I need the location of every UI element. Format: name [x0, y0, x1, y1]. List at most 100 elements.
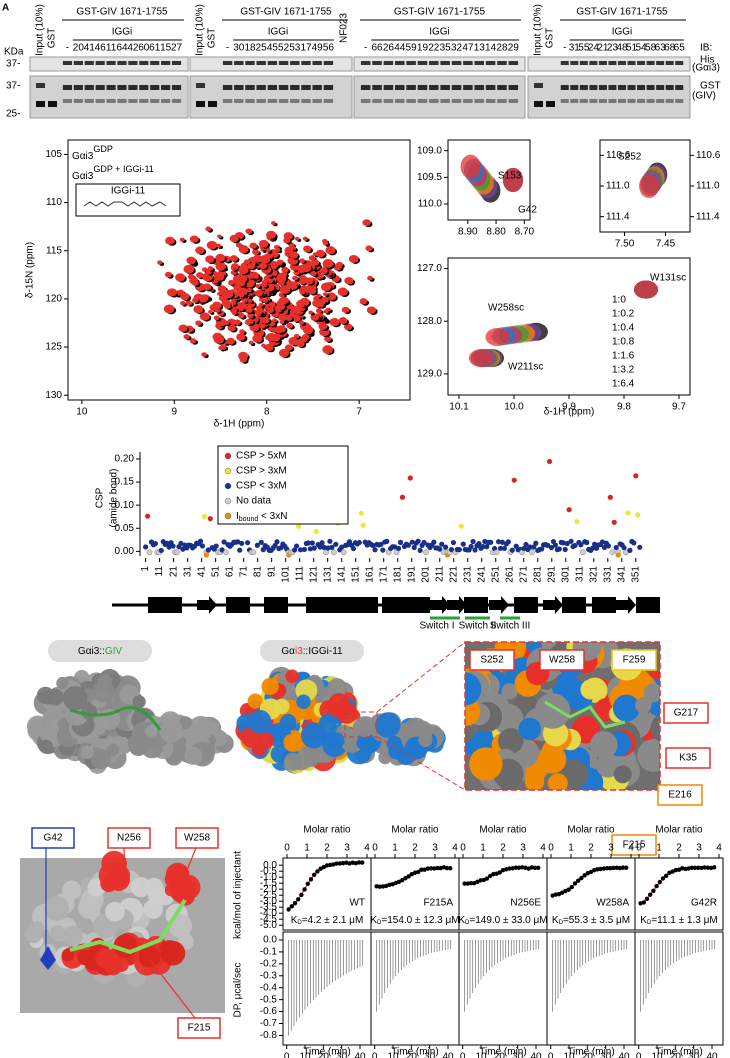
band: [417, 99, 428, 103]
csp-dot: [625, 510, 631, 516]
residue-label: S252: [480, 655, 504, 666]
csp-dot: [437, 546, 443, 552]
tick-label: 10: [299, 1052, 311, 1058]
csp-dot: [325, 545, 331, 551]
pill: [260, 640, 364, 662]
tick-label: 101: [280, 566, 291, 583]
label-part: GDP + IGGi-11: [93, 164, 153, 174]
itc-point: [416, 869, 421, 875]
titration-peak: [485, 328, 510, 347]
tick-label: 10: [387, 1052, 399, 1058]
lane-label: 21: [597, 43, 609, 54]
tick-label: 40: [706, 1052, 718, 1058]
csp-dot: [305, 540, 311, 546]
band: [161, 99, 171, 103]
peak: [189, 338, 197, 344]
band: [429, 61, 439, 65]
surface: [613, 765, 632, 784]
lane-label: 48: [616, 43, 628, 54]
tick-label: 0: [460, 1052, 466, 1058]
tick-label: -0.4: [260, 982, 278, 993]
legend-label: CSP > 5xM: [236, 451, 287, 462]
csp-dot: [321, 544, 327, 550]
lane-label: 17: [300, 43, 312, 54]
band: [301, 99, 311, 103]
peak: [366, 306, 377, 314]
peak: [195, 246, 205, 255]
peak-label: W258sc: [488, 303, 524, 314]
peak: [157, 260, 163, 265]
csp-dot: [350, 545, 357, 552]
ratio-label: 1:1.6: [612, 351, 635, 362]
tick-label: 1: [304, 843, 310, 854]
band: [508, 99, 519, 103]
band: [406, 61, 416, 65]
peak: [292, 275, 298, 281]
x-axis-label: Time (min): [391, 1047, 438, 1058]
kd-label: KD=4.2 ± 2.1 μM: [291, 915, 364, 926]
label-part: < 3xN: [258, 511, 287, 522]
band: [84, 85, 94, 90]
itc-point: [696, 865, 701, 870]
tick-label: 2: [676, 843, 682, 854]
blot-top: [353, 56, 526, 72]
itc-point: [478, 878, 483, 883]
band: [463, 61, 473, 65]
tick-label: 0.20: [115, 454, 135, 465]
peak: [311, 259, 320, 266]
csp-dot: [607, 494, 613, 500]
compound-box: [75, 183, 181, 217]
mutant-label: F215A: [424, 898, 454, 909]
band: [62, 61, 73, 65]
tick-label: 321: [588, 566, 599, 583]
band: [429, 85, 439, 90]
itc-point: [305, 881, 310, 887]
band: [646, 61, 655, 65]
peak: [230, 263, 240, 270]
csp-dot: [544, 542, 551, 548]
strand: [616, 596, 636, 614]
band: [579, 61, 588, 65]
surface: [465, 725, 474, 745]
band: [36, 101, 45, 107]
ligand: [69, 706, 162, 731]
csp-dot: [207, 516, 213, 522]
label-part: D: [377, 920, 382, 926]
residue-box: [175, 827, 219, 849]
marker-label: 37-: [6, 81, 20, 92]
residue-box: [611, 649, 657, 671]
block-title: GST-GIV 1671-1755: [394, 7, 486, 18]
lane-label: 49: [312, 43, 324, 54]
band: [360, 61, 371, 65]
tick-label: 0: [372, 1052, 378, 1058]
peak: [205, 255, 215, 264]
itc-point: [497, 870, 502, 875]
element-label: β6: [620, 600, 632, 611]
band: [451, 99, 462, 103]
band: [73, 99, 83, 103]
lane-label: 29: [508, 43, 520, 54]
helix: [464, 597, 488, 613]
helix: [330, 597, 354, 613]
tick-label: 3: [432, 843, 438, 854]
peak: [230, 300, 236, 306]
lane-label: 55: [578, 43, 590, 54]
residue-box: [31, 827, 75, 849]
csp-dot: [497, 545, 504, 551]
band: [95, 99, 105, 103]
band: [417, 85, 428, 90]
peak: [165, 236, 175, 245]
tick-label: 9.8: [617, 402, 631, 413]
tick-label: 0.00: [115, 546, 135, 557]
lane-label: 28: [496, 43, 508, 54]
band: [570, 99, 579, 103]
gst-label: GST: [207, 28, 218, 49]
peak: [245, 228, 253, 235]
label-part: bound: [239, 516, 259, 523]
itc-point: [406, 874, 411, 879]
band: [323, 99, 334, 103]
peak: [299, 258, 306, 264]
strand: [489, 596, 509, 614]
legend-label: CSP > 3xM: [236, 466, 287, 477]
band: [608, 85, 617, 90]
